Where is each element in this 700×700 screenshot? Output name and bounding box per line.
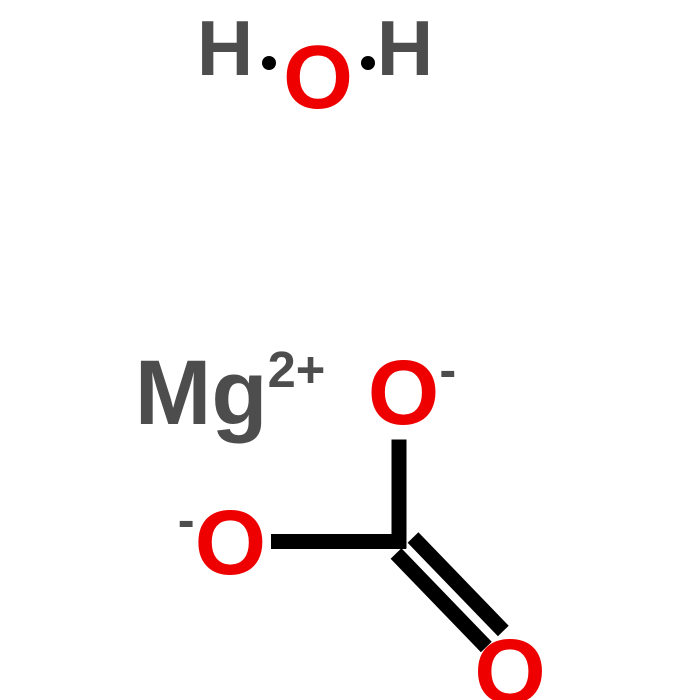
- charge-label: -: [439, 341, 456, 398]
- atom-label: H: [197, 4, 253, 92]
- atom-hydrogen-right: H: [377, 9, 433, 87]
- bond-single-horizontal: [271, 534, 406, 549]
- charge-label: -: [178, 491, 195, 548]
- lone-pair-dot: [262, 56, 276, 70]
- atom-label: Mg: [135, 342, 268, 444]
- atom-label: O: [283, 28, 353, 128]
- bond-single-vertical: [392, 440, 407, 549]
- atom-oxygen-top: O-: [368, 347, 456, 439]
- atom-magnesium: Mg2+: [135, 347, 326, 439]
- lone-pair-dot: [361, 56, 375, 70]
- atom-label: O: [195, 492, 267, 594]
- atom-label: H: [377, 4, 433, 92]
- atom-label: O: [368, 342, 440, 444]
- atom-label: O: [474, 621, 546, 700]
- atom-hydrogen-left: H: [197, 9, 253, 87]
- chemical-diagram: H O H Mg2+ O- -O O: [0, 0, 700, 700]
- atom-oxygen-left: -O: [178, 497, 266, 589]
- charge-label: 2+: [268, 341, 326, 398]
- atom-oxygen-water: O: [283, 33, 353, 123]
